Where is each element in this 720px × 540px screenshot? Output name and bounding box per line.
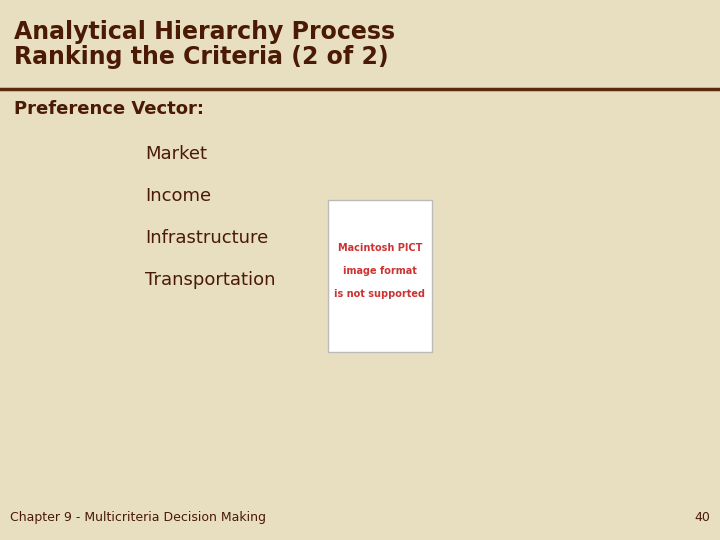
Bar [328,200,432,352]
Text: Income: Income [145,187,211,205]
Text: Market: Market [145,145,207,163]
Text: Macintosh PICT: Macintosh PICT [338,243,422,253]
Text: Chapter 9 - Multicriteria Decision Making: Chapter 9 - Multicriteria Decision Makin… [10,511,266,524]
Text: image format: image format [343,266,417,276]
Text: 40: 40 [694,511,710,524]
Text: Analytical Hierarchy Process: Analytical Hierarchy Process [14,20,395,44]
Text: Infrastructure: Infrastructure [145,229,269,247]
Text: Ranking the Criteria (2 of 2): Ranking the Criteria (2 of 2) [14,45,389,69]
Text: is not supported: is not supported [335,289,426,299]
Text: Preference Vector:: Preference Vector: [14,100,204,118]
Text: Transportation: Transportation [145,271,276,289]
